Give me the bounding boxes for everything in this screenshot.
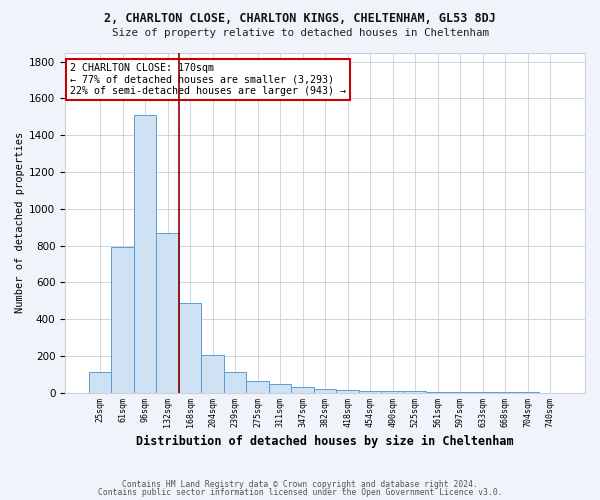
- Bar: [201, 355, 224, 393]
- Bar: [179, 302, 201, 392]
- Bar: [382, 391, 404, 392]
- Bar: [224, 372, 247, 392]
- Bar: [134, 115, 156, 392]
- Bar: [247, 380, 269, 392]
- Bar: [89, 372, 111, 392]
- Bar: [337, 390, 359, 392]
- Bar: [156, 232, 179, 392]
- Bar: [292, 387, 314, 392]
- X-axis label: Distribution of detached houses by size in Cheltenham: Distribution of detached houses by size …: [136, 434, 514, 448]
- Text: 2, CHARLTON CLOSE, CHARLTON KINGS, CHELTENHAM, GL53 8DJ: 2, CHARLTON CLOSE, CHARLTON KINGS, CHELT…: [104, 12, 496, 26]
- Text: Size of property relative to detached houses in Cheltenham: Size of property relative to detached ho…: [112, 28, 488, 38]
- Bar: [359, 391, 382, 392]
- Bar: [269, 384, 292, 392]
- Bar: [314, 389, 337, 392]
- Text: 2 CHARLTON CLOSE: 170sqm
← 77% of detached houses are smaller (3,293)
22% of sem: 2 CHARLTON CLOSE: 170sqm ← 77% of detach…: [70, 62, 346, 96]
- Y-axis label: Number of detached properties: Number of detached properties: [15, 132, 25, 313]
- Text: Contains HM Land Registry data © Crown copyright and database right 2024.: Contains HM Land Registry data © Crown c…: [122, 480, 478, 489]
- Bar: [111, 248, 134, 392]
- Text: Contains public sector information licensed under the Open Government Licence v3: Contains public sector information licen…: [98, 488, 502, 497]
